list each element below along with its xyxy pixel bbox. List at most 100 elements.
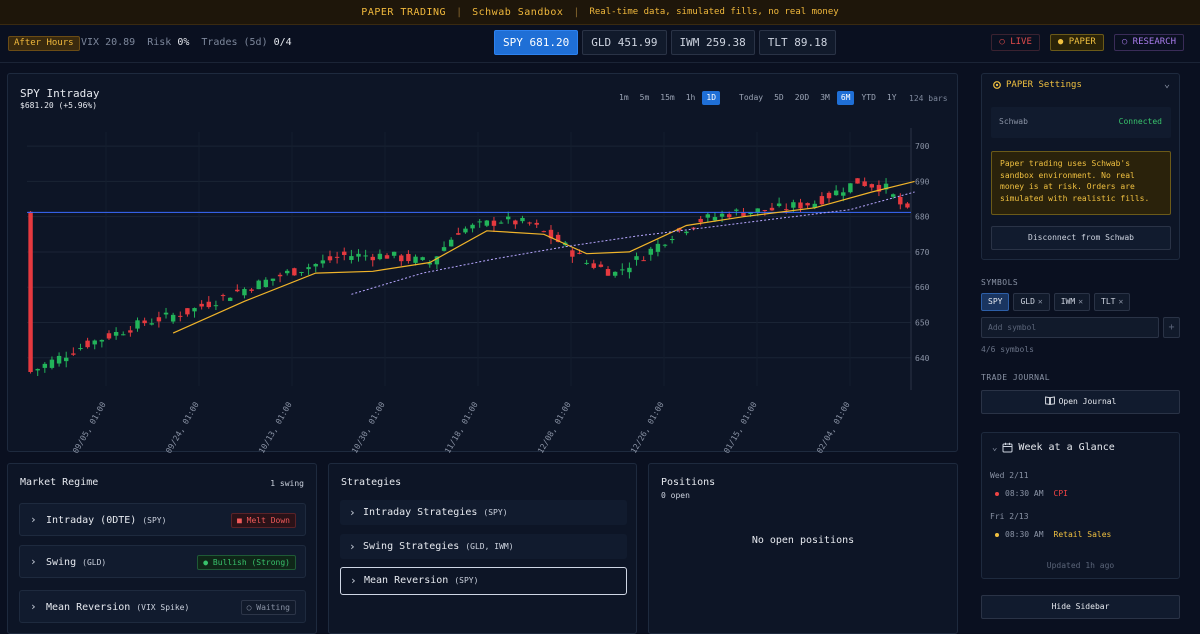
risk-label: Risk [147,37,172,48]
strategy-label: Swing Strategies (GLD, IWM) [363,541,514,552]
ticker-tab-tlt[interactable]: TLT 89.18 [758,30,837,55]
candle-body [163,312,169,315]
interval-1d[interactable]: 1D [702,91,721,105]
candle-body [42,363,48,368]
add-symbol-input[interactable] [981,317,1159,338]
regime-label: Mean Reversion (VIX Spike) [46,602,189,613]
candle-body [484,220,490,226]
symbol-chip-iwm[interactable]: IWM ✕ [1053,293,1091,311]
range-6m[interactable]: 6M [836,91,855,105]
strategy-row-mean-reversion[interactable]: › Mean Reversion (SPY) [340,567,627,595]
candle-body [541,231,547,233]
chevron-down-icon[interactable]: ⌄ [1163,79,1170,90]
strategy-sub: (GLD, IWM) [465,542,514,551]
positions-count: 0 open [661,491,690,500]
candle-body [142,320,147,324]
range-5d[interactable]: 5D [774,93,784,102]
candle-body [498,222,504,224]
week-header[interactable]: ⌄ Week at a Glance [992,442,1115,453]
add-symbol-button[interactable]: + [1163,317,1180,338]
chevron-right-icon: › [30,555,37,568]
regime-row-mean-reversion[interactable]: › Mean Reversion (VIX Spike) ○ Waiting [19,590,306,623]
candle-body [456,233,461,235]
remove-icon[interactable]: ✕ [1078,297,1084,306]
candle-body [178,315,183,317]
open-journal-button[interactable]: Open Journal [981,390,1180,414]
interval-selector: 1m 5m 15m 1h 1D [615,91,721,105]
ticker-tab-gld[interactable]: GLD 451.99 [582,30,667,55]
candle-body [662,244,668,246]
range-3m[interactable]: 3M [820,93,830,102]
event-name: Retail Sales [1053,530,1112,539]
x-tick-label: 12/26, 01:00 [629,400,666,453]
candle-body [534,222,539,225]
hide-sidebar-button[interactable]: Hide Sidebar [981,595,1180,619]
event-dot-icon [995,491,999,496]
candle-body [755,208,760,214]
symbol-chip-label: GLD [1020,297,1035,306]
candle-body [627,267,632,273]
range-20d[interactable]: 20D [794,93,810,102]
candle-body [812,203,817,208]
ticker-price: 89.18 [794,36,828,49]
ticker-tab-iwm[interactable]: IWM 259.38 [670,30,755,55]
trades-stat: Trades (5d) 0/4 [201,37,291,48]
candle-body [441,247,447,251]
interval-1h[interactable]: 1h [685,93,696,102]
candle-body [598,264,604,267]
regime-row-swing[interactable]: › Swing (GLD) ● Bullish (Strong) [19,545,306,578]
journal-section-label: TRADE JOURNAL [981,373,1051,382]
range-ytd[interactable]: YTD [861,93,876,102]
candle-body [121,334,126,336]
candle-body [370,256,375,261]
regime-label-text: Swing [46,557,77,568]
range-1y[interactable]: 1Y [886,93,897,102]
settings-title: PAPER Settings [1006,80,1082,90]
strategy-row-swing[interactable]: › Swing Strategies (GLD, IWM) [340,534,627,559]
ticker-tab-spy[interactable]: SPY 681.20 [494,30,579,55]
paper-mode-button[interactable]: ● PAPER [1049,34,1104,51]
regime-row-intraday[interactable]: › Intraday (0DTE) (SPY) ■ Melt Down [19,503,306,536]
candle-body [149,323,154,325]
remove-icon[interactable]: ✕ [1037,297,1043,306]
trades-label: Trades (5d) [201,37,268,48]
live-mode-button[interactable]: ○ LIVE [991,34,1040,51]
candle-body [413,256,418,263]
symbol-chip-tlt[interactable]: TLT ✕ [1094,293,1131,311]
positions-card: Positions 0 open No open positions [648,463,958,634]
connection-status: Connected [1118,117,1162,126]
candle-body [605,269,611,276]
day-label: Fri 2/13 [990,512,1029,521]
settings-header[interactable]: PAPER Settings [992,80,1082,90]
candle-body [92,340,97,345]
regime-label-text: Intraday (0DTE) [46,515,137,526]
candle-body [349,256,354,260]
candle-body [841,192,846,196]
disconnect-button[interactable]: Disconnect from Schwab [991,226,1171,250]
strategy-row-intraday[interactable]: › Intraday Strategies (SPY) [340,500,627,525]
candle-body [477,221,482,223]
remove-icon[interactable]: ✕ [1118,297,1124,306]
symbol-chip-gld[interactable]: GLD ✕ [1013,293,1050,311]
interval-1m[interactable]: 1m [619,93,629,102]
candle-body [292,268,297,276]
ticker-tabs: SPY 681.20 GLD 451.99 IWM 259.38 TLT 89.… [494,30,837,55]
candle-body [890,194,896,197]
risk-value: 0% [177,37,190,48]
range-today[interactable]: Today [739,93,764,102]
symbol-chip-label: IWM [1060,297,1076,306]
broker-connection: Schwab Connected [991,107,1171,138]
regime-label-text: Mean Reversion [46,602,131,613]
price-chart[interactable]: 640 650 660 670 680 690 700 09/05, 01:00 09/24, … [8,74,959,453]
interval-5m[interactable]: 5m [639,93,650,102]
trades-value: 0/4 [273,37,292,48]
y-tick-label: 640 [915,354,930,363]
research-mode-button[interactable]: ○ RESEARCH [1113,34,1184,51]
candle-body [334,256,340,258]
candle-body [555,234,561,242]
bar-count: 124 bars [909,94,948,103]
candle-body [505,216,511,220]
symbol-chip-spy[interactable]: SPY [981,293,1010,311]
candle-body [391,251,397,256]
interval-15m[interactable]: 15m [660,93,675,102]
